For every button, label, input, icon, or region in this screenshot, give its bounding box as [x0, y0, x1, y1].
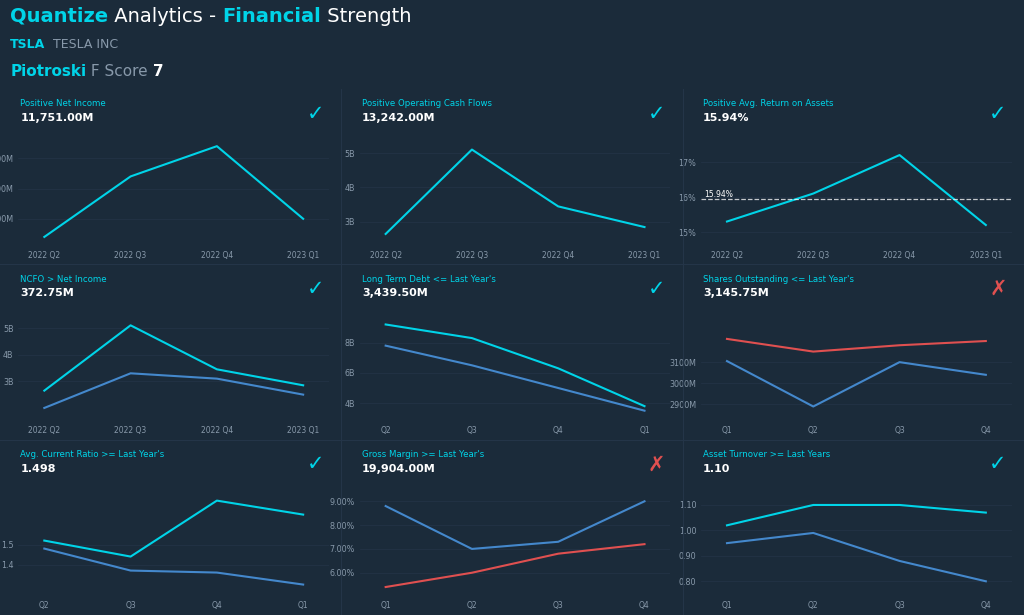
- Text: 3,439.50M: 3,439.50M: [361, 288, 428, 298]
- Text: Positive Avg. Return on Assets: Positive Avg. Return on Assets: [703, 99, 834, 108]
- Text: Analytics -: Analytics -: [109, 7, 223, 26]
- Text: Piotroski: Piotroski: [10, 64, 86, 79]
- Text: ✗: ✗: [989, 279, 1007, 299]
- Text: Strength: Strength: [322, 7, 412, 26]
- Text: 1.10: 1.10: [703, 464, 730, 474]
- Text: 19,904.00M: 19,904.00M: [361, 464, 435, 474]
- Text: 372.75M: 372.75M: [20, 288, 74, 298]
- Text: Long Term Debt <= Last Year's: Long Term Debt <= Last Year's: [361, 274, 496, 284]
- Text: 15.94%: 15.94%: [705, 190, 733, 199]
- Text: ✗: ✗: [648, 454, 666, 474]
- Text: Gross Margin >= Last Year's: Gross Margin >= Last Year's: [361, 450, 484, 459]
- Text: NCFO > Net Income: NCFO > Net Income: [20, 274, 108, 284]
- Text: 1.498: 1.498: [20, 464, 56, 474]
- Text: ✓: ✓: [648, 104, 666, 124]
- Text: ✓: ✓: [306, 454, 324, 474]
- Text: Positive Net Income: Positive Net Income: [20, 99, 106, 108]
- Text: 3,145.75M: 3,145.75M: [703, 288, 769, 298]
- Text: 11,751.00M: 11,751.00M: [20, 113, 94, 123]
- Text: Asset Turnover >= Last Years: Asset Turnover >= Last Years: [703, 450, 830, 459]
- Text: ✓: ✓: [306, 279, 324, 299]
- Text: Positive Operating Cash Flows: Positive Operating Cash Flows: [361, 99, 492, 108]
- Text: TESLA INC: TESLA INC: [45, 38, 119, 51]
- Text: Financial: Financial: [223, 7, 322, 26]
- Text: ✓: ✓: [989, 454, 1007, 474]
- Text: 15.94%: 15.94%: [703, 113, 750, 123]
- Text: 13,242.00M: 13,242.00M: [361, 113, 435, 123]
- Text: F Score: F Score: [86, 64, 153, 79]
- Text: Shares Outstanding <= Last Year's: Shares Outstanding <= Last Year's: [703, 274, 854, 284]
- Text: ✓: ✓: [989, 104, 1007, 124]
- Text: ✓: ✓: [648, 279, 666, 299]
- Text: ✓: ✓: [306, 104, 324, 124]
- Text: TSLA: TSLA: [10, 38, 45, 51]
- Text: 7: 7: [153, 64, 164, 79]
- Text: Avg. Current Ratio >= Last Year's: Avg. Current Ratio >= Last Year's: [20, 450, 165, 459]
- Text: Quantize: Quantize: [10, 7, 109, 26]
